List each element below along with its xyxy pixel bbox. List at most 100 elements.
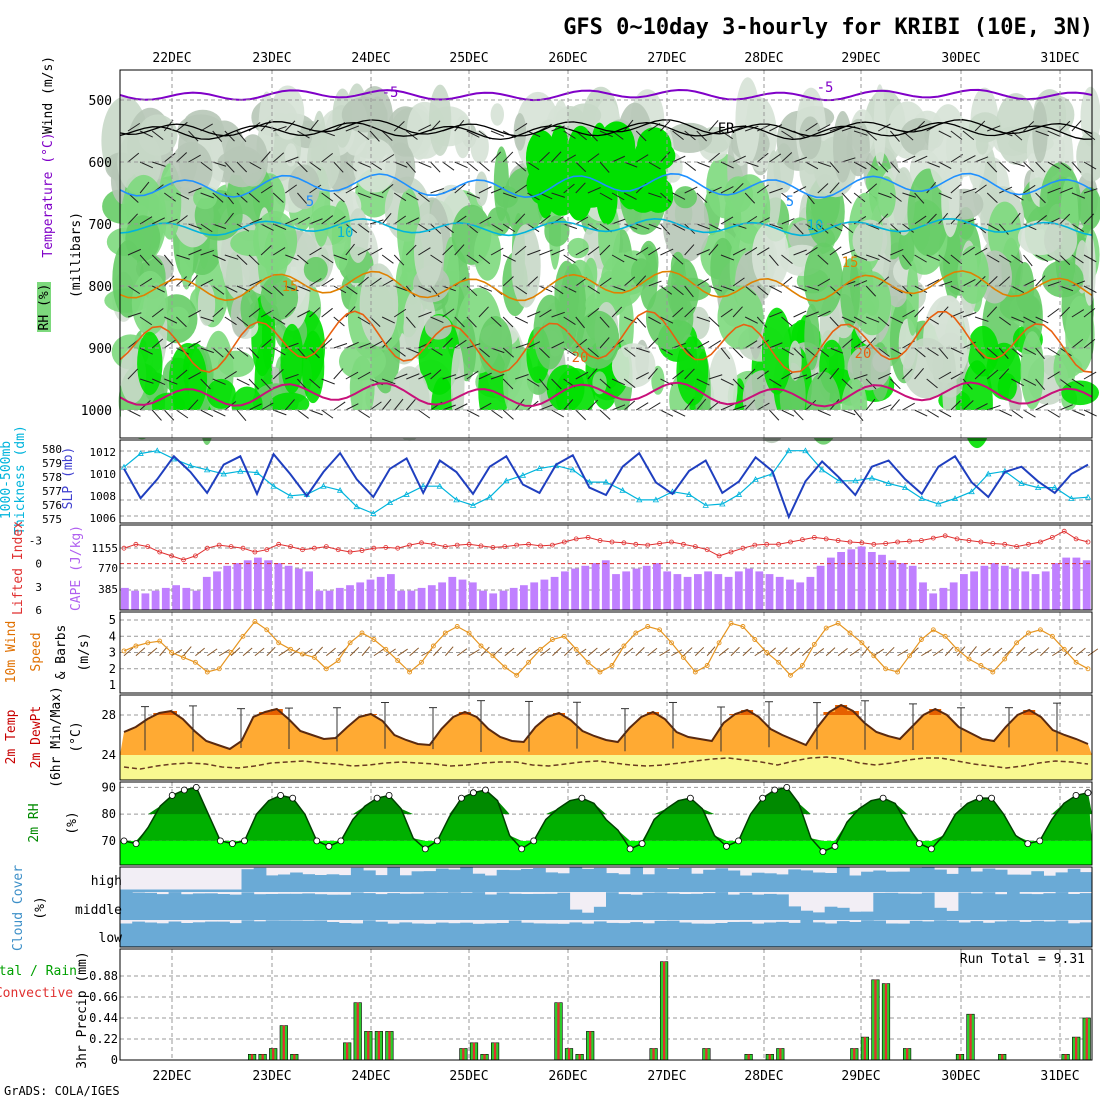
wind-barb [248, 403, 262, 411]
wind-barb [333, 343, 348, 349]
precip-tick: 0.44 [89, 1011, 118, 1025]
cape-bar [540, 579, 549, 610]
wind-barb [1071, 378, 1085, 387]
cloud-bar [885, 871, 899, 892]
precip-convective-bar [388, 1031, 391, 1060]
precip-convective-bar [705, 1048, 708, 1060]
cloud-bar [411, 923, 425, 947]
wind-barb [611, 218, 626, 225]
rh-contour-fill [170, 141, 213, 197]
wind-barb [575, 316, 585, 329]
wind-barb [781, 130, 794, 139]
wind-barb [393, 308, 407, 318]
wind-barb [1075, 647, 1086, 657]
precip-convective-bar [663, 961, 666, 1060]
wind-barb [974, 347, 985, 359]
wind-barb [732, 155, 746, 163]
wind-barb [769, 311, 783, 318]
wind-barb [974, 184, 987, 194]
wind-barb [151, 130, 164, 140]
wind-barb [139, 161, 154, 169]
rh-contour-fill [987, 201, 1022, 265]
wind-barb [696, 278, 710, 287]
li-point [1073, 536, 1079, 542]
wind-barb [623, 161, 638, 168]
cloud-bar [739, 921, 753, 947]
wind-barb [266, 646, 276, 657]
cloud-bar [581, 868, 595, 892]
wind-barb [349, 647, 360, 657]
date-label-bottom: 25DEC [449, 1069, 488, 1084]
rh-contour-fill [788, 340, 802, 381]
wind-barb [563, 285, 577, 293]
cape-bar [919, 582, 927, 610]
rh-point [638, 840, 646, 847]
precip-tick: 0.22 [89, 1032, 118, 1046]
cloud-bar [484, 875, 498, 892]
wind-barb [817, 161, 832, 168]
cape-bar [417, 587, 426, 610]
rh-point [373, 794, 381, 802]
wind-barb [817, 223, 829, 234]
wind-barb [992, 647, 1003, 657]
wind-barb [381, 154, 395, 163]
wind-barb [865, 398, 876, 411]
cloud-bar [496, 923, 510, 947]
wind-barb [974, 120, 986, 132]
wind-barb [236, 347, 249, 357]
wind-barb [1047, 280, 1062, 287]
cape-bar [141, 593, 150, 610]
cape-bar [960, 574, 968, 610]
wind-barb [696, 340, 710, 349]
wind-barb [853, 374, 868, 380]
wind-barb [297, 378, 308, 390]
below-surface [121, 410, 1091, 438]
wind-barb [974, 276, 986, 287]
cloud-bar [703, 923, 716, 947]
wind-barb [345, 403, 359, 411]
thickness-tick: 576 [42, 499, 62, 512]
wind-barb [914, 285, 928, 294]
rh-point [120, 837, 128, 845]
slp-tick: 1006 [90, 512, 117, 525]
wind-barb [1059, 285, 1074, 292]
wind-barb [684, 347, 695, 359]
wind-barb [188, 249, 202, 256]
rh-contour-fill [270, 392, 310, 416]
wind-barb [587, 399, 599, 411]
cape-bar [970, 571, 978, 610]
wind-barb [478, 186, 492, 194]
cloud-bar [751, 923, 765, 947]
thickness-point [735, 491, 743, 497]
wind-barb [902, 254, 912, 267]
cloud-bar [703, 893, 716, 920]
wind-barb [950, 254, 963, 265]
cloud-bar [278, 874, 291, 892]
cloud-bar [435, 868, 449, 892]
wind-barb [514, 285, 528, 295]
thickness-point [968, 488, 975, 495]
cloud-bar [265, 920, 279, 947]
wind-barb [345, 185, 359, 194]
wind-barb [309, 184, 322, 194]
wind-barb [660, 223, 671, 235]
cloud-bar [472, 892, 486, 920]
thickness-point [818, 466, 826, 473]
cloud-bar [1055, 920, 1069, 947]
wind-barb [430, 188, 444, 194]
cloud-bar [885, 892, 899, 920]
cape-bar [878, 554, 886, 610]
wind-barb [551, 125, 565, 132]
wind-barb [418, 311, 432, 318]
wind-barb [684, 186, 698, 194]
wind-barb [188, 223, 202, 230]
cloud-bar [533, 893, 546, 920]
wind-barb [897, 649, 909, 657]
wind-barb [1063, 646, 1073, 657]
wind-barb [151, 285, 165, 293]
rh-contour-fill [414, 213, 443, 289]
wind-barb [611, 285, 626, 292]
cloud-bar [557, 873, 571, 892]
cape-bar [816, 565, 825, 610]
cape-bar [571, 568, 579, 610]
